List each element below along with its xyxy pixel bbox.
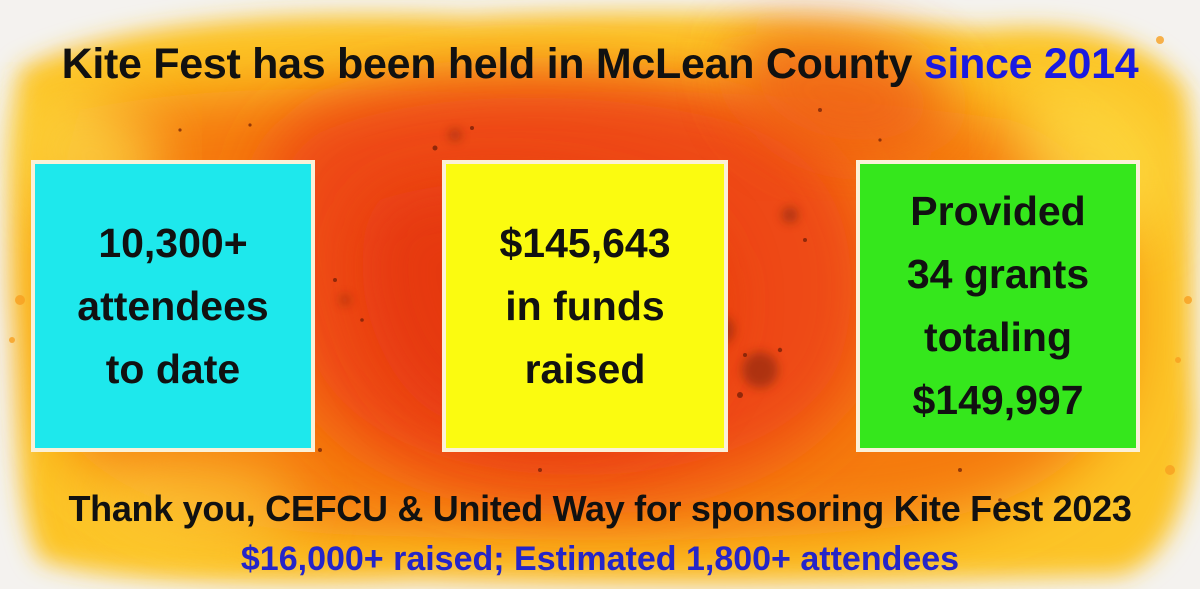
stat-card-grants: Provided 34 grants totaling $149,997 [856, 160, 1140, 452]
stat-card-text: 10,300+ attendees to date [77, 212, 268, 401]
stat-line: $145,643 [499, 219, 671, 266]
headline: Kite Fest has been held in McLean County… [0, 40, 1200, 89]
headline-accent: since 2014 [923, 40, 1139, 88]
stat-card-text: Provided 34 grants totaling $149,997 [907, 180, 1089, 432]
stat-line: 34 grants [906, 251, 1090, 297]
stat-line: in funds [505, 282, 665, 329]
stat-line: 10,300+ [98, 219, 248, 266]
stat-line: totaling [923, 314, 1073, 360]
stat-line: $149,997 [912, 377, 1084, 423]
headline-main: Kite Fest has been held in McLean County [61, 40, 913, 88]
sponsor-thanks: Thank you, CEFCU & United Way for sponso… [68, 488, 1132, 529]
stat-line: Provided [910, 188, 1086, 234]
stat-card-text: $145,643 in funds raised [499, 212, 670, 401]
stat-line: attendees [77, 282, 269, 329]
stat-line: raised [524, 345, 646, 392]
stat-line: to date [105, 345, 241, 392]
stat-card-funds: $145,643 in funds raised [442, 160, 728, 452]
stat-card-attendees: 10,300+ attendees to date [31, 160, 315, 452]
sponsor-results: $16,000+ raised; Estimated 1,800+ attend… [240, 540, 960, 578]
